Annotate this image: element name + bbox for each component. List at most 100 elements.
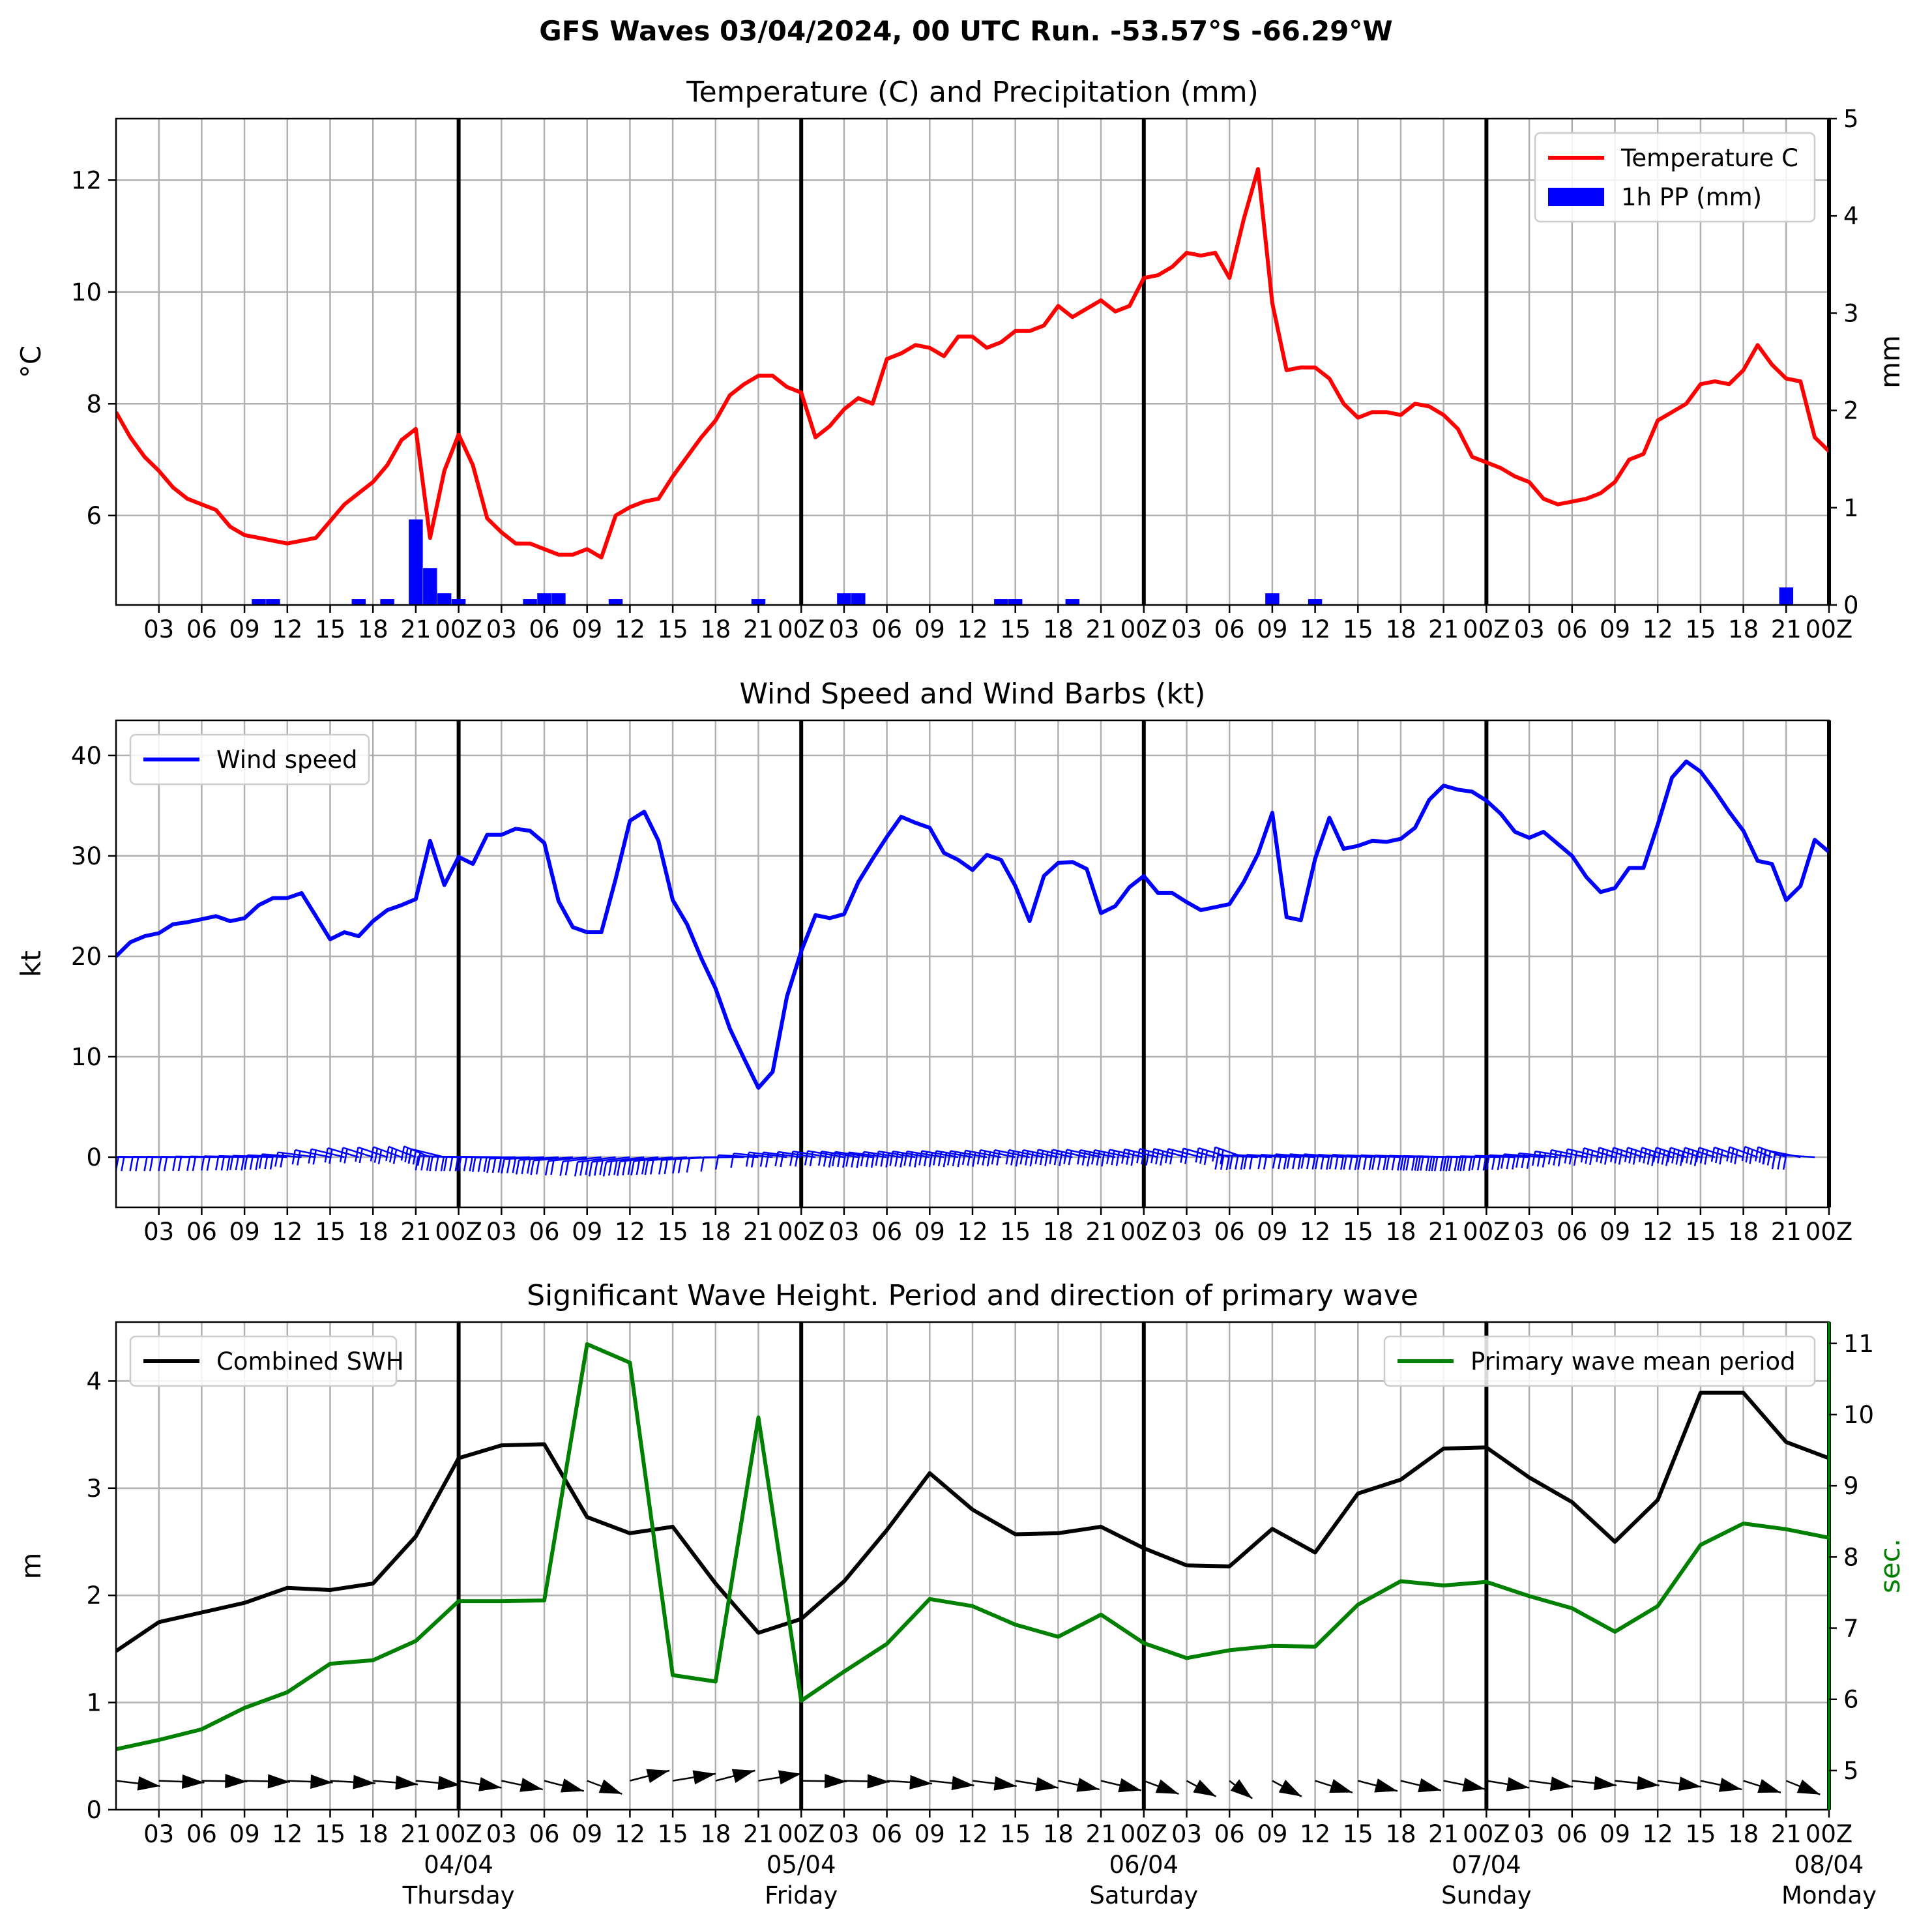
barb-flag — [865, 1152, 870, 1168]
x-tick-label: 18 — [1728, 1218, 1759, 1246]
barb-flag — [1195, 1147, 1199, 1163]
wave-direction-arrow — [886, 1774, 932, 1789]
wave-direction-arrow — [1143, 1779, 1179, 1795]
barb-staff — [1183, 1147, 1216, 1158]
barb-staff — [261, 1153, 302, 1158]
barb-flag — [355, 1147, 359, 1162]
x-tick-label: 15 — [1000, 1218, 1031, 1246]
precip-bar — [409, 519, 423, 605]
wind-barb — [1667, 1147, 1701, 1166]
x-tick-label: 18 — [358, 1820, 388, 1848]
arrow-head — [824, 1774, 847, 1789]
barb-flag — [527, 1159, 531, 1174]
barb-staff — [1583, 1147, 1615, 1158]
barb-flag — [686, 1158, 691, 1173]
barb-flag — [870, 1153, 875, 1168]
x-tick-label: 15 — [1343, 1820, 1373, 1848]
barb-flag — [1286, 1154, 1291, 1169]
barb-flag — [280, 1153, 284, 1168]
barb-flag — [636, 1160, 641, 1175]
wind-barb — [991, 1149, 1030, 1166]
series-line-combined-swh — [116, 1391, 1829, 1653]
wave-direction-arrow — [501, 1778, 543, 1792]
barb-flag — [429, 1156, 433, 1171]
barb-flag — [426, 1156, 431, 1171]
x-tick-label: 21 — [743, 1820, 774, 1848]
barb-flag — [1512, 1155, 1516, 1170]
barb-flag — [961, 1150, 967, 1166]
x-tick-label: 09 — [1257, 1820, 1287, 1848]
barb-flag — [1542, 1153, 1547, 1168]
x-tick-label: 00Z — [1463, 1820, 1510, 1848]
wind-barb — [1034, 1149, 1073, 1166]
arrow-head — [692, 1770, 716, 1785]
barb-flag — [73, 1156, 76, 1171]
wave-direction-arrow — [672, 1770, 716, 1785]
wave-direction-arrow — [1615, 1776, 1660, 1791]
arrow-head — [1076, 1778, 1100, 1792]
x-tick-label: 09 — [229, 615, 260, 643]
barb-flag — [774, 1151, 779, 1167]
day-date-label: 07/04 — [1452, 1851, 1521, 1879]
x-tick-label: 15 — [1343, 615, 1373, 643]
barb-staff — [519, 1156, 559, 1161]
arrow-head — [1278, 1779, 1302, 1797]
barb-flag — [215, 1155, 220, 1171]
legend-entry: Primary wave mean period — [1471, 1347, 1796, 1376]
barb-flag — [1766, 1151, 1772, 1166]
x-tick-label: 21 — [400, 1218, 431, 1246]
barb-flag — [856, 1153, 860, 1168]
y-tick-label: 10 — [71, 278, 102, 306]
x-tick-label: 03 — [1171, 615, 1202, 643]
x-tick-label: 06 — [1214, 615, 1245, 643]
barb-flag — [918, 1151, 923, 1166]
y-right-tick-label: 3 — [1843, 299, 1859, 327]
barb-flag — [373, 1148, 379, 1163]
arrow-head — [353, 1774, 375, 1789]
barb-flag — [1482, 1156, 1487, 1171]
x-tick-label: 18 — [1043, 615, 1074, 643]
barb-staff — [1567, 1148, 1601, 1158]
x-tick-label: 09 — [915, 615, 945, 643]
x-tick-label: 03 — [1171, 1820, 1202, 1848]
barb-flag — [329, 1149, 333, 1164]
barb-staff — [578, 1156, 616, 1163]
y-right-tick-label: 9 — [1843, 1472, 1859, 1500]
barb-flag — [1618, 1150, 1623, 1165]
x-tick-label: 18 — [1043, 1218, 1074, 1246]
wind-barb — [976, 1149, 1016, 1167]
barb-flag — [900, 1153, 904, 1168]
x-tick-label: 12 — [1300, 1820, 1330, 1848]
wind-barb — [258, 1153, 302, 1170]
barb-flag — [1278, 1154, 1282, 1170]
arrow-head — [1035, 1777, 1059, 1791]
wind-barb — [291, 1149, 330, 1166]
barb-flag — [1515, 1153, 1520, 1168]
x-tick-label: 09 — [572, 1820, 602, 1848]
x-tick-label: 06 — [1557, 1820, 1587, 1848]
barb-flag — [1049, 1149, 1053, 1164]
precip-bar — [351, 599, 366, 605]
wave-direction-arrow — [587, 1779, 622, 1795]
barb-flag — [1068, 1150, 1073, 1166]
barb-flag — [324, 1147, 329, 1163]
series-line-wind-speed — [116, 759, 1829, 1090]
arrow-head — [1418, 1778, 1441, 1793]
barb-flag — [1005, 1149, 1010, 1165]
precip-bar — [1008, 599, 1023, 605]
barb-flag — [1349, 1155, 1353, 1170]
figure-suptitle: GFS Waves 03/04/2024, 00 UTC Run. -53.57… — [539, 15, 1393, 47]
x-tick-label: 15 — [1685, 1820, 1716, 1848]
x-tick-label: 18 — [358, 615, 388, 643]
x-tick-label: 12 — [272, 1820, 302, 1848]
barb-flag — [594, 1161, 598, 1176]
x-tick-label: 00Z — [435, 1820, 482, 1848]
precip-bar — [837, 593, 851, 605]
barb-flag — [1362, 1155, 1368, 1170]
arrow-head — [225, 1774, 248, 1789]
y-tick-label: 0 — [86, 1796, 102, 1824]
arrow-head — [560, 1778, 584, 1793]
day-name-label: Sunday — [1441, 1881, 1531, 1909]
x-tick-label: 00Z — [1120, 1218, 1167, 1246]
barb-flag — [1357, 1155, 1362, 1170]
